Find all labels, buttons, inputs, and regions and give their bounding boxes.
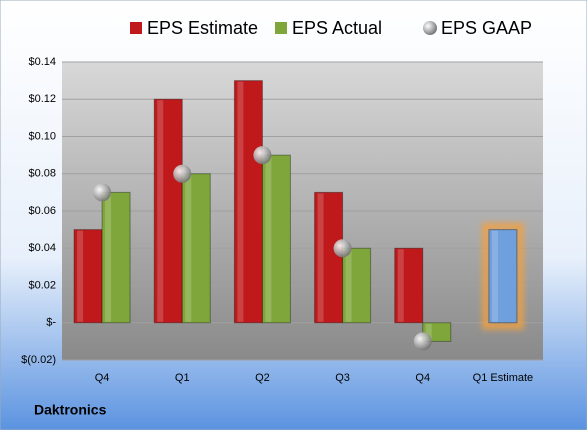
y-tick-label: $0.08 xyxy=(28,168,56,180)
legend-label: EPS Actual xyxy=(292,18,382,38)
gaap-marker xyxy=(253,146,272,165)
legend-marker xyxy=(423,21,437,35)
bar xyxy=(233,80,263,324)
highlight-glow xyxy=(481,222,524,330)
bar xyxy=(488,229,518,324)
bar xyxy=(73,229,103,324)
bar xyxy=(153,98,183,324)
bar-shine xyxy=(491,230,498,322)
x-tick-label: Q3 xyxy=(335,372,350,384)
y-tick-label: $0.12 xyxy=(28,93,56,105)
gaap-marker xyxy=(333,239,352,258)
bar-shine xyxy=(237,81,244,322)
bar-shine xyxy=(265,156,272,322)
bar xyxy=(394,247,424,324)
bar-shine xyxy=(397,249,404,322)
x-tick-label: Q4 xyxy=(415,372,430,384)
legend-label: EPS GAAP xyxy=(441,18,532,38)
legend-marker xyxy=(275,22,287,34)
gaap-marker xyxy=(93,183,112,202)
y-tick-label: $0.10 xyxy=(28,130,56,142)
legend-label: EPS Estimate xyxy=(147,18,258,38)
bar-shine xyxy=(345,249,352,322)
bar xyxy=(261,154,291,324)
legend-marker xyxy=(130,22,142,34)
y-tick-label: $(0.02) xyxy=(21,354,56,366)
bar-shine xyxy=(157,100,164,322)
x-tick-label: Q1 Estimate xyxy=(473,372,534,384)
y-tick-label: $0.06 xyxy=(28,205,56,217)
bar-shine xyxy=(77,230,84,322)
bar xyxy=(314,191,344,324)
bar xyxy=(181,173,211,324)
bar-shine xyxy=(105,193,112,322)
footer: Daktronics xyxy=(34,402,107,418)
gaap-marker xyxy=(413,332,432,351)
bar xyxy=(342,247,372,324)
x-tick-label: Q1 xyxy=(175,372,190,384)
x-tick-label: Q2 xyxy=(255,372,270,384)
bar-shine xyxy=(185,174,192,322)
bar-shine xyxy=(425,323,432,341)
bar xyxy=(101,191,131,324)
y-tick-label: $- xyxy=(46,317,56,329)
bar-shine xyxy=(317,193,324,322)
y-tick-label: $0.14 xyxy=(28,56,56,68)
y-tick-label: $0.04 xyxy=(28,242,56,254)
gaap-marker xyxy=(173,164,192,183)
y-tick-label: $0.02 xyxy=(28,279,56,291)
x-tick-label: Q4 xyxy=(95,372,110,384)
